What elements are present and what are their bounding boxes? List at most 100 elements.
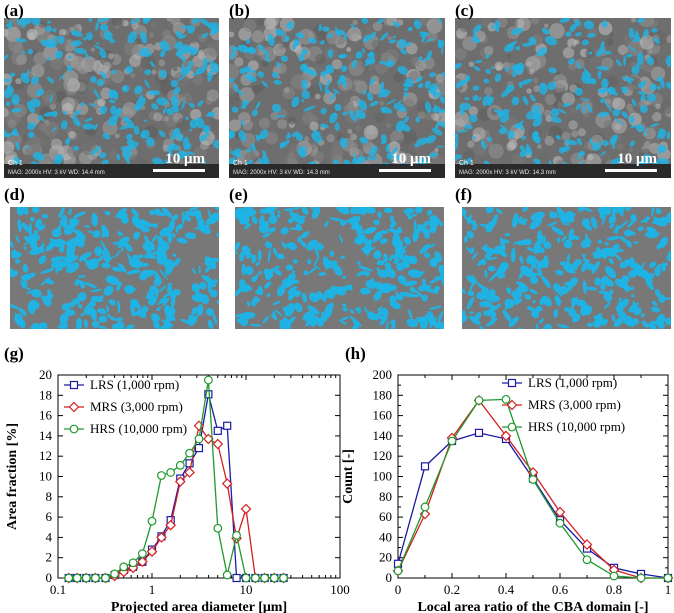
panel-label-e: (e) [229,185,248,204]
data-point [212,438,224,450]
scale-bar [379,169,431,172]
data-point [137,549,147,559]
data-point [137,556,148,568]
data-point [185,459,194,468]
data-point [500,430,512,442]
panel-label-a: (a) [4,1,24,20]
x-tick-label: 1 [665,582,672,597]
data-point [194,443,204,453]
chart-cba-count: 0 20 40 60 80 100 120 140 160 180 200 0 0.2 0.4 0.6 0.8… [341,367,674,613]
data-point [165,519,177,531]
sem-info-bar: MAG: 2000x HV: 3 kV WD: 14.4 mm [8,170,105,176]
x-axis-title: Local area ratio of the CBA domain [-] [417,600,648,613]
data-point [663,573,673,583]
sem-image-hrs: Ch 1 MAG: 2000x HV: 3 kV WD: 14.3 mm 10 … [455,18,671,178]
sem-image-lrs: Ch 1 MAG: 2000x HV: 3 kV WD: 14.4 mm 10 … [4,18,219,178]
data-point [91,573,100,583]
scale-bar [605,169,657,172]
x-tick-label: 0 [395,582,402,597]
scale-bar-label: 10 μm [165,151,205,167]
series-line [397,432,669,579]
data-point [184,467,195,478]
y-tick-label: 0 [46,570,53,585]
data-point [260,573,270,583]
legend-marker [69,380,79,390]
y-tick-label: 140 [373,428,393,443]
y-tick-label: 18 [39,387,52,402]
y-tick-label: 8 [46,489,53,504]
legend-marker [68,401,80,413]
y-tick-label: 160 [373,408,393,423]
x-tick-label: 0.6 [552,582,569,597]
x-tick-label: 1 [149,582,156,597]
data-point [72,573,82,583]
data-point [393,566,403,576]
sem-info-bar: MAG: 2000x HV: 3 kV WD: 14.3 mm [233,170,330,176]
data-point [609,571,619,581]
x-tick-label: 10 [240,582,253,597]
legend-marker [69,424,79,434]
data-point [157,471,166,480]
legend-label: MRS (3,000 rpm) [90,399,183,414]
data-point [222,570,232,580]
data-point [128,558,138,568]
data-point [156,532,167,543]
data-point [474,428,484,437]
data-point [204,390,213,399]
y-tick-label: 200 [373,367,393,382]
data-point [447,436,457,446]
y-tick-label: 10 [39,469,52,484]
x-tick-label: 0.4 [498,582,515,597]
legend-marker [506,399,518,411]
data-point [203,375,213,385]
sem-channel-label: Ch 1 [233,160,248,167]
data-point [474,395,484,405]
panel-label-g: (g) [4,344,24,363]
data-point [213,426,222,435]
panel-label-f: (f) [455,185,472,204]
data-point [223,421,232,430]
legend-label: MRS (3,000 rpm) [528,397,621,412]
data-point [213,523,223,533]
data-point [501,394,511,404]
data-point [279,573,288,583]
data-point [146,546,158,557]
x-tick-label: 100 [330,582,350,597]
data-point [232,573,241,583]
data-point [64,573,74,583]
segmented-image-lrs [10,207,219,329]
panel-label-d: (d) [4,185,25,204]
y-tick-label: 180 [373,387,393,402]
data-point [221,478,233,489]
y-tick-label: 20 [379,550,392,565]
y-tick-label: 16 [39,408,53,423]
x-axis-title: Projected area diameter [μm] [111,600,287,613]
y-tick-label: 100 [373,469,393,484]
y-tick-label: 40 [379,529,392,544]
sem-image-mrs: Ch 1 MAG: 2000x HV: 3 kV WD: 14.3 mm 10 … [229,18,445,178]
sem-channel-label: Ch 1 [8,160,23,167]
sem-info-bar: MAG: 2000x HV: 3 kV WD: 14.3 mm [459,170,556,176]
data-point [582,555,592,565]
y-tick-label: 14 [39,428,53,443]
sem-channel-label: Ch 1 [459,160,474,167]
data-point [251,573,260,583]
data-point [81,573,91,583]
legend-label: LRS (1,000 rpm) [528,375,617,390]
y-tick-label: 2 [46,550,53,565]
panel-label-b: (b) [229,1,250,20]
data-point [241,573,251,583]
y-axis-title: Area fraction [%] [5,423,20,530]
legend-label: LRS (1,000 rpm) [90,377,179,392]
y-tick-label: 80 [379,489,392,504]
segmented-image-mrs [235,207,444,329]
x-tick-label: 0.8 [606,582,622,597]
y-tick-label: 4 [46,529,53,544]
data-point [581,539,593,550]
data-point [101,573,110,583]
series-line [68,424,284,579]
data-point [175,460,185,470]
data-point [528,475,538,484]
x-tick-label: 0.1 [50,582,66,597]
